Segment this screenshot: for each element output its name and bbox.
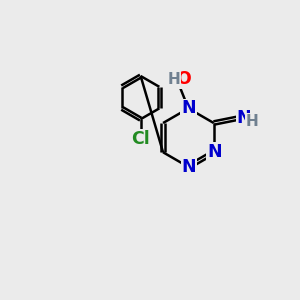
Text: H: H (167, 72, 180, 87)
Text: N: N (182, 158, 196, 176)
Text: N: N (207, 143, 222, 161)
Text: H: H (246, 114, 259, 129)
Text: N: N (236, 110, 251, 128)
Text: O: O (176, 70, 190, 88)
Text: Cl: Cl (131, 130, 150, 148)
Text: N: N (181, 99, 196, 117)
